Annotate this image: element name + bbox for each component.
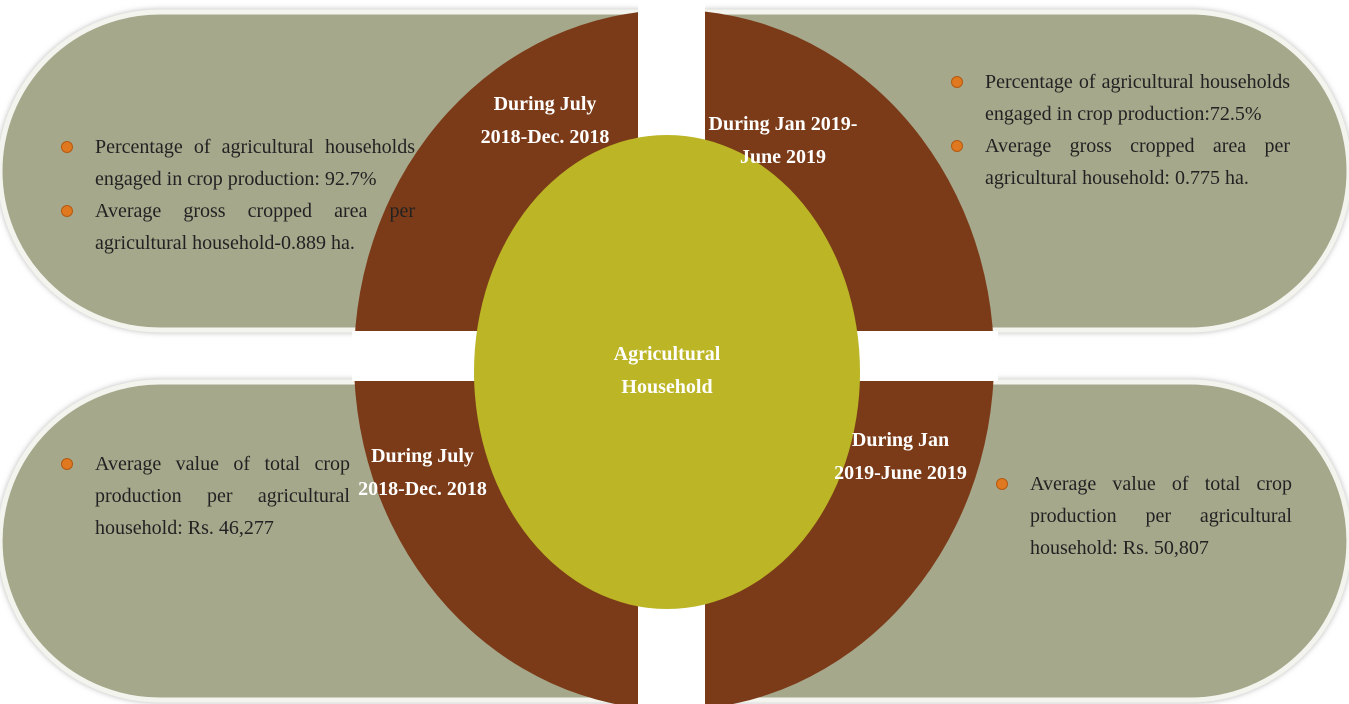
- bullet: [996, 478, 1008, 490]
- bullet-item: Percentage of agricultural households en…: [951, 66, 1290, 130]
- bullet: [61, 141, 73, 153]
- period-label: During Jan 2019-June 2019: [708, 113, 858, 168]
- bullet-list: Average value of total crop production p…: [996, 468, 1292, 564]
- bullet-item: Average gross cropped area per agricultu…: [951, 130, 1290, 194]
- period-label: During Jan 2019-June 2019: [834, 429, 967, 484]
- bullet: [951, 140, 963, 152]
- bullet-item: Average value of total crop production p…: [996, 468, 1292, 564]
- bullet: [951, 76, 963, 88]
- bullet: [61, 205, 73, 217]
- period-label: During July 2018-Dec. 2018: [358, 445, 487, 500]
- bullet-list: Average value of total crop production p…: [61, 448, 350, 544]
- bullet-item: Average gross cropped area per agricultu…: [61, 195, 415, 259]
- bullet-list: Percentage of agricultural households en…: [951, 66, 1290, 194]
- period-label: During July 2018-Dec. 2018: [480, 93, 610, 148]
- bullet-item: Percentage of agricultural households en…: [61, 131, 415, 195]
- center-label: Agricultural Household: [613, 343, 721, 398]
- bullet: [61, 458, 73, 470]
- bullet-item: Average value of total crop production p…: [61, 448, 350, 544]
- center-ellipse: [474, 135, 860, 609]
- bullet-list: Percentage of agricultural households en…: [61, 131, 415, 259]
